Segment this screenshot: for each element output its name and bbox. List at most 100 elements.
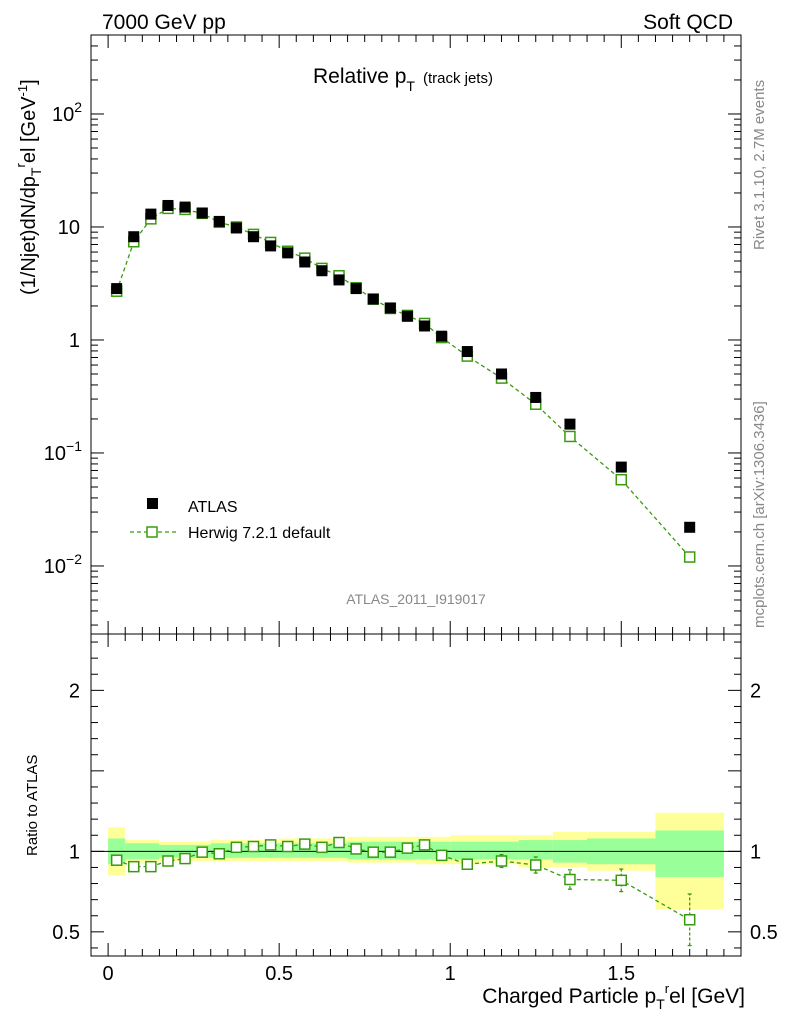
data-point <box>384 302 396 314</box>
ratio-mc-point <box>401 842 414 854</box>
rivet-info: Rivet 3.1.10, 2.7M events <box>751 80 768 250</box>
main-y-ticks: 10−2 10−1 1 10 102 <box>44 34 741 626</box>
legend-mc-marker <box>146 526 158 538</box>
ratio-mc-point <box>683 914 696 926</box>
main-x-ticks <box>107 35 725 634</box>
ratio-mc-point <box>367 846 379 858</box>
mc-point <box>564 430 576 443</box>
main-panel: 10−2 10−1 1 10 102 <box>44 34 742 635</box>
ratio-mc-point <box>615 874 628 887</box>
header-right: Soft QCD <box>643 11 733 34</box>
ratio-mc-point <box>564 873 576 886</box>
x-axis-label: Charged Particle pTrel [GeV] <box>482 981 745 1012</box>
main-y-tick-label: 10 <box>58 217 80 239</box>
ratio-y-tick-label: 2 <box>69 680 80 702</box>
ratio-mc-point <box>384 846 397 858</box>
ratio-panel-frame <box>90 633 742 957</box>
main-y-tick-label: 102 <box>52 99 82 126</box>
ratio-bands <box>108 812 724 910</box>
x-tick-label: 1 <box>445 963 456 985</box>
ratio-band-inner <box>655 830 724 878</box>
data-point <box>248 231 259 243</box>
data-point <box>530 391 542 403</box>
data-point <box>496 368 508 380</box>
ratio-mc-point <box>213 848 226 860</box>
ratio-y-tick-label-right: 2 <box>750 680 761 702</box>
ratio-mc-point <box>145 860 157 873</box>
data-point <box>162 199 174 211</box>
ratio-mc-point <box>333 836 345 849</box>
ratio-y-tick-label-right: 1 <box>750 841 761 863</box>
x-tick-label: 1.5 <box>607 963 635 985</box>
legend-mc-label: Herwig 7.2.1 default <box>188 525 331 542</box>
ratio-panel: 0.5 0.5 1 1 2 2 0 0.5 1 1.5 <box>52 633 778 985</box>
ratio-mc-point <box>435 849 448 862</box>
ratio-mc-point <box>461 858 474 870</box>
ratio-mc-point <box>230 841 243 854</box>
ratio-mc-point <box>350 843 362 855</box>
legend: ATLAS Herwig 7.2.1 default <box>130 498 331 542</box>
data-point <box>333 274 345 286</box>
ratio-mc-point <box>418 839 431 851</box>
ratio-series <box>110 836 696 947</box>
ratio-y-tick-label-right: 0.5 <box>750 922 778 944</box>
ratio-band-inner <box>450 841 519 860</box>
main-y-axis-label: (1/Njet)dN/dpTrel [GeV-1] <box>13 79 44 295</box>
ratio-mc-point <box>247 840 260 853</box>
data-point <box>265 240 277 252</box>
ratio-mc-point <box>179 852 191 865</box>
data-point <box>436 330 448 342</box>
data-point <box>145 208 157 220</box>
data-point <box>111 283 123 295</box>
main-y-tick-label: 1 <box>69 330 80 352</box>
ratio-band-inner <box>347 841 416 860</box>
ratio-y-axis-label: Ratio to ATLAS <box>24 755 41 856</box>
main-y-tick-label: 10−2 <box>44 551 82 578</box>
ratio-y-tick-label: 1 <box>69 841 80 863</box>
ratio-mc-point <box>128 860 140 873</box>
plot-title: Relative pT (track jets) <box>313 65 493 94</box>
header-left: 7000 GeV pp <box>102 11 226 34</box>
analysis-id: ATLAS_2011_I919017 <box>346 591 486 607</box>
mcplots-info: mcplots.cern.ch [arXiv:1306.3436] <box>751 401 768 628</box>
data-point <box>350 283 362 295</box>
main-panel-frame <box>90 34 742 635</box>
data-point <box>196 207 208 219</box>
ratio-mc-point <box>162 855 174 867</box>
data-point <box>128 231 140 243</box>
mc-point <box>615 473 628 486</box>
ratio-mc-point <box>110 854 123 866</box>
ratio-y-tick-label: 0.5 <box>52 922 80 944</box>
data-point <box>367 293 379 305</box>
data-point <box>316 265 328 277</box>
ratio-x-ticks: 0 0.5 1 1.5 <box>103 634 725 985</box>
data-point <box>179 201 191 213</box>
data-point <box>615 461 627 473</box>
data-point <box>684 521 696 533</box>
data-point <box>401 310 413 322</box>
main-series <box>110 199 696 563</box>
main-y-tick-label: 10−1 <box>44 438 82 465</box>
x-tick-label: 0 <box>103 963 114 985</box>
ratio-band-inner <box>279 843 348 858</box>
ratio-mc-point <box>495 855 508 867</box>
ratio-mc-point <box>281 840 294 853</box>
ratio-mc-point <box>264 839 277 851</box>
legend-data-label: ATLAS <box>188 499 238 516</box>
ratio-mc-point <box>299 838 311 850</box>
mc-point <box>683 551 696 563</box>
ratio-mc-point <box>316 841 328 854</box>
data-point <box>230 222 242 234</box>
data-point <box>299 256 311 268</box>
data-point <box>461 346 473 358</box>
data-point <box>213 215 225 227</box>
x-tick-label: 0.5 <box>265 963 293 985</box>
legend-data-marker <box>147 498 158 509</box>
ratio-mc-point <box>529 859 542 871</box>
data-point <box>564 418 576 430</box>
data-point <box>419 320 431 332</box>
ratio-band-inner <box>518 840 553 860</box>
ratio-band-inner <box>210 843 280 858</box>
